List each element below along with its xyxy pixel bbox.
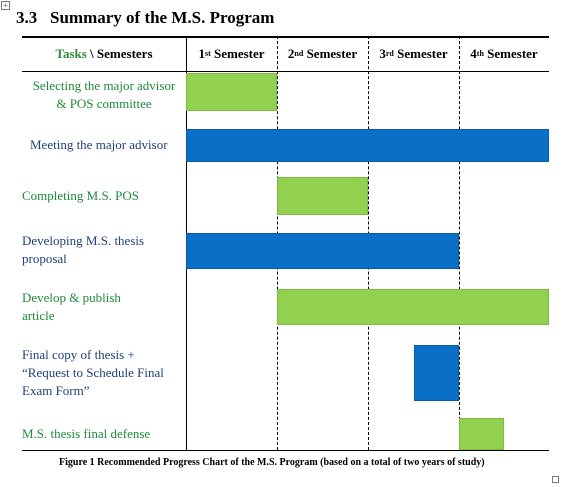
semester-label: Semester	[210, 46, 265, 61]
task-label-line: M.S. thesis final defense	[22, 426, 151, 441]
gantt-bar	[277, 289, 549, 325]
semester-divider-3	[459, 36, 460, 450]
section-number: 3.3	[16, 8, 38, 27]
gantt-bar	[413, 345, 459, 401]
task-label: Completing M.S. POS	[22, 187, 182, 205]
tasks-semesters-header: Tasks \ Semesters	[22, 36, 186, 72]
task-label: Meeting the major advisor	[30, 136, 190, 154]
section-title: Summary of the M.S. Program	[50, 8, 275, 27]
task-label: Final copy of thesis + “Request to Schedu…	[22, 346, 182, 400]
table-resize-handle[interactable]	[552, 476, 559, 483]
task-label-line: Developing M.S. thesis	[22, 233, 145, 248]
semester-number: 2	[287, 46, 295, 61]
task-label-line: “Request to Schedule Final	[22, 365, 164, 380]
semester-ordinal-suffix: nd	[294, 48, 304, 58]
header-separator: \	[86, 46, 97, 61]
header-bottom-border	[22, 71, 549, 72]
gantt-bar	[459, 418, 504, 450]
semester-number: 3	[379, 46, 386, 61]
table-bottom-border	[22, 450, 549, 451]
task-label-line: Develop & publish	[22, 290, 121, 305]
task-label-line: Selecting the major advisor	[32, 78, 176, 93]
semester-ordinal-suffix: rd	[385, 48, 394, 58]
task-label: Developing M.S. thesis proposal	[22, 232, 182, 268]
task-label-line: proposal	[22, 251, 67, 266]
task-label-line: Meeting the major advisor	[30, 137, 168, 152]
task-label: M.S. thesis final defense	[22, 425, 182, 443]
task-label-line: article	[22, 308, 55, 323]
gantt-bar	[186, 233, 459, 269]
task-label-line: Final copy of thesis +	[22, 347, 135, 362]
task-label-line: Exam Form”	[22, 383, 90, 398]
table-top-border	[22, 36, 549, 38]
gantt-bar	[277, 177, 368, 215]
task-label-line: Completing M.S. POS	[22, 188, 140, 203]
semesters-header-label: Semesters	[96, 46, 153, 61]
semester-ordinal-suffix: st	[204, 48, 211, 58]
semester-ordinal-suffix: th	[476, 48, 484, 58]
figure-caption: Figure 1 Recommended Progress Chart of t…	[59, 457, 485, 468]
task-label: Selecting the major advisor & POS committ…	[22, 77, 186, 113]
section-heading: 3.3 Summary of the M.S. Program	[16, 8, 274, 28]
semester-label: Semester	[483, 46, 538, 61]
tasks-header-label: Tasks	[55, 46, 87, 61]
semester-number: 4	[470, 46, 477, 61]
task-label-line: & POS committee	[56, 96, 152, 111]
gantt-bar	[186, 129, 549, 162]
task-label: Develop & publish article	[22, 289, 182, 325]
semester-label: Semester	[393, 46, 448, 61]
table-move-handle-icon[interactable]: +	[1, 1, 10, 10]
semester-number: 1	[198, 46, 205, 61]
gantt-bar	[186, 73, 277, 111]
semester-label: Semester	[303, 46, 358, 61]
